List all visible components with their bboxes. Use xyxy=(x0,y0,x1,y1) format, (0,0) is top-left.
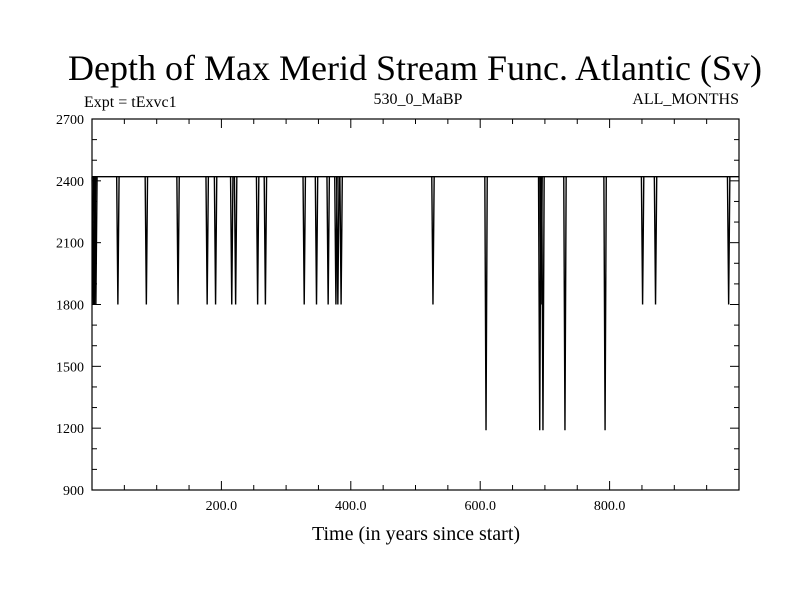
chart-title: Depth of Max Merid Stream Func. Atlantic… xyxy=(68,48,762,88)
y-tick-label: 1200 xyxy=(56,422,84,437)
series-spike xyxy=(640,176,645,305)
subtitle-center: 530_0_MaBP xyxy=(374,91,463,108)
subtitle-left: Expt = tExvc1 xyxy=(84,94,177,111)
x-tick-label: 200.0 xyxy=(206,499,238,514)
ticks-layer: 900 1200 1500 1800 2100 2400 2700 200.0 400.0 600… xyxy=(56,113,739,514)
x-tick-label: 400.0 xyxy=(335,499,367,514)
series-spike xyxy=(233,176,238,305)
series-spike xyxy=(144,176,149,305)
y-tick-label: 900 xyxy=(63,484,84,499)
series-spike xyxy=(484,176,488,431)
series-spike xyxy=(339,176,343,305)
subtitle-right: ALL_MONTHS xyxy=(632,91,739,108)
x-tick-label: 800.0 xyxy=(594,499,626,514)
y-tick-label: 1800 xyxy=(56,299,84,314)
y-tick-label: 2100 xyxy=(56,237,84,252)
plot-frame xyxy=(91,118,740,491)
plot-area: 900 1200 1500 1800 2100 2400 2700 200.0 400.0 600… xyxy=(56,113,740,514)
series-spike xyxy=(541,176,545,431)
series-spike xyxy=(205,176,210,305)
series-spike xyxy=(563,176,567,431)
series-spike xyxy=(603,176,607,431)
series-spike xyxy=(213,176,218,305)
y-tick-label: 2700 xyxy=(56,113,84,128)
y-tick-label: 1500 xyxy=(56,360,84,375)
series-spike xyxy=(115,176,120,305)
y-tick-label: 2400 xyxy=(56,175,84,190)
series-spike xyxy=(255,176,260,305)
series-spike xyxy=(176,176,180,305)
series-spike xyxy=(302,176,307,305)
series-spike xyxy=(314,176,319,305)
x-tick-label: 600.0 xyxy=(464,499,496,514)
series-layer xyxy=(91,176,739,431)
series-spike xyxy=(431,176,435,305)
series-spike xyxy=(335,176,340,305)
series-spike xyxy=(263,176,268,305)
series-spike xyxy=(229,176,234,305)
series-spike xyxy=(653,176,658,305)
series-spike xyxy=(726,176,731,305)
series-spike xyxy=(326,176,331,305)
x-axis-label: Time (in years since start) xyxy=(312,523,520,545)
